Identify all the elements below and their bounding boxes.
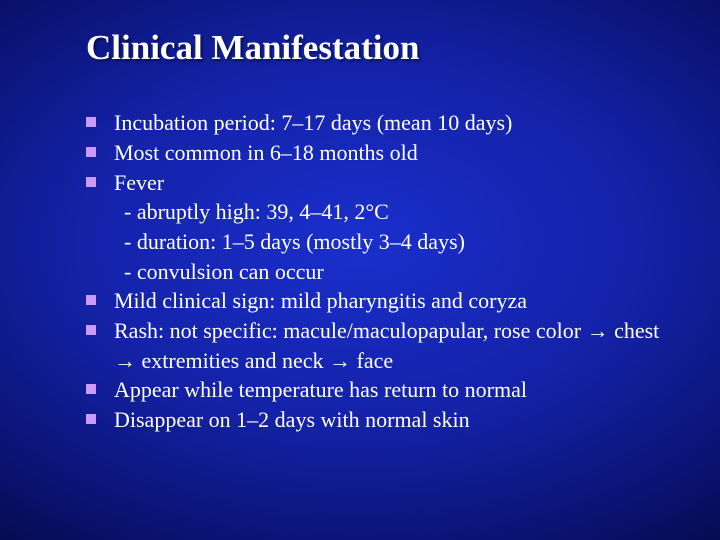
list-item: Incubation period: 7–17 days (mean 10 da… (86, 108, 680, 138)
list-item-text: Mild clinical sign: mild pharyngitis and… (114, 288, 527, 313)
list-item-text: Fever (114, 170, 164, 195)
slide-body: Incubation period: 7–17 days (mean 10 da… (86, 108, 680, 435)
list-item: Mild clinical sign: mild pharyngitis and… (86, 286, 680, 316)
list-item: Disappear on 1–2 days with normal skin (86, 405, 680, 435)
list-subitem: - duration: 1–5 days (mostly 3–4 days) (86, 227, 680, 257)
list-subitem: - convulsion can occur (86, 257, 680, 287)
square-bullet-icon (86, 384, 96, 394)
square-bullet-icon (86, 325, 96, 335)
square-bullet-icon (86, 147, 96, 157)
list-item-text: - duration: 1–5 days (mostly 3–4 days) (124, 229, 465, 254)
list-item: Most common in 6–18 months old (86, 138, 680, 168)
list-item-text: Rash: not specific: macule/maculopapular… (114, 318, 659, 373)
list-subitem: - abruptly high: 39, 4–41, 2°C (86, 197, 680, 227)
square-bullet-icon (86, 177, 96, 187)
slide-title: Clinical Manifestation (86, 28, 680, 68)
list-item-text: Most common in 6–18 months old (114, 140, 418, 165)
square-bullet-icon (86, 414, 96, 424)
list-item-text: Incubation period: 7–17 days (mean 10 da… (114, 110, 512, 135)
list-item-text: Disappear on 1–2 days with normal skin (114, 407, 470, 432)
square-bullet-icon (86, 295, 96, 305)
list-item-text: - abruptly high: 39, 4–41, 2°C (124, 199, 389, 224)
list-item-text: - convulsion can occur (124, 259, 324, 284)
list-item: Rash: not specific: macule/maculopapular… (86, 316, 680, 375)
square-bullet-icon (86, 117, 96, 127)
list-item-text: Appear while temperature has return to n… (114, 377, 527, 402)
slide: Clinical Manifestation Incubation period… (0, 0, 720, 540)
list-item: Fever (86, 168, 680, 198)
list-item: Appear while temperature has return to n… (86, 375, 680, 405)
